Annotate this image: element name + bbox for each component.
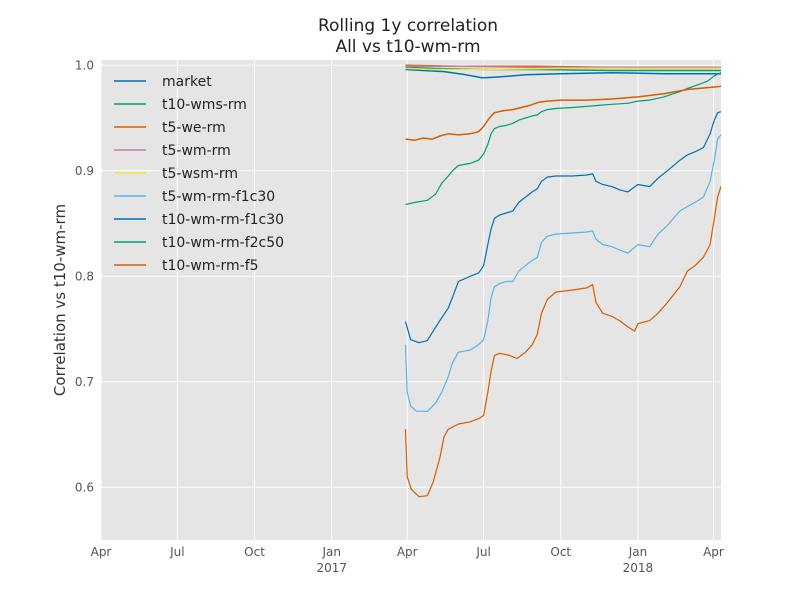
legend-label: t5-wsm-rm — [162, 166, 238, 182]
x-tick-label: Oct — [550, 545, 571, 559]
series-lines — [404, 64, 722, 498]
x-axis-ticks: Apr Jul Oct Jan 2017 Apr Jul Oct Jan 2018 Apr — [91, 545, 724, 575]
series-line-0 — [405, 68, 721, 79]
legend-label: t5-wm-rm — [162, 143, 231, 159]
legend-label: t10-wm-rm-f2c50 — [162, 235, 284, 251]
x-tick-year-label: 2017 — [316, 561, 347, 575]
x-tick-label: Apr — [91, 545, 112, 559]
x-tick-label: Jan — [628, 545, 648, 559]
x-tick-label: Oct — [244, 545, 265, 559]
x-tick-year-label: 2018 — [623, 561, 654, 575]
series-line-6 — [404, 111, 722, 344]
series-line-9 — [405, 85, 722, 141]
x-tick-label: Apr — [397, 545, 418, 559]
y-axis-label: Correlation vs t10-wm-rm — [51, 204, 69, 396]
y-tick-label: 0.8 — [75, 269, 94, 283]
chart-title: Rolling 1y correlation — [318, 16, 498, 36]
legend-label: t10-wm-rm-f1c30 — [162, 212, 284, 228]
legend-label: t5-wm-rm-f1c30 — [162, 189, 275, 205]
x-tick-label: Jan — [321, 545, 341, 559]
legend-label: market — [162, 74, 212, 90]
series-line-8 — [404, 186, 722, 498]
legend-label: t5-we-rm — [162, 120, 226, 136]
series-line-5 — [404, 134, 722, 412]
legend-label: t10-wms-rm — [162, 97, 247, 113]
y-axis-ticks: 0.6 0.7 0.8 0.9 1.0 — [75, 58, 94, 494]
series-line-7 — [405, 72, 722, 206]
chart-subtitle: All vs t10-wm-rm — [335, 37, 480, 57]
series-line-4 — [405, 67, 721, 71]
y-tick-label: 1.0 — [75, 58, 94, 72]
legend-label: t10-wm-rm-f5 — [162, 258, 259, 274]
x-tick-label: Jul — [169, 545, 184, 559]
x-tick-label: Apr — [703, 545, 724, 559]
x-tick-label: Jul — [475, 545, 490, 559]
y-tick-label: 0.7 — [75, 375, 94, 389]
y-tick-label: 0.9 — [75, 164, 94, 178]
series-line-3 — [405, 65, 721, 69]
y-tick-label: 0.6 — [75, 480, 94, 494]
legend: market t10-wms-rm t5-we-rm t5-wm-rm t5-wsm-r… — [114, 74, 284, 274]
